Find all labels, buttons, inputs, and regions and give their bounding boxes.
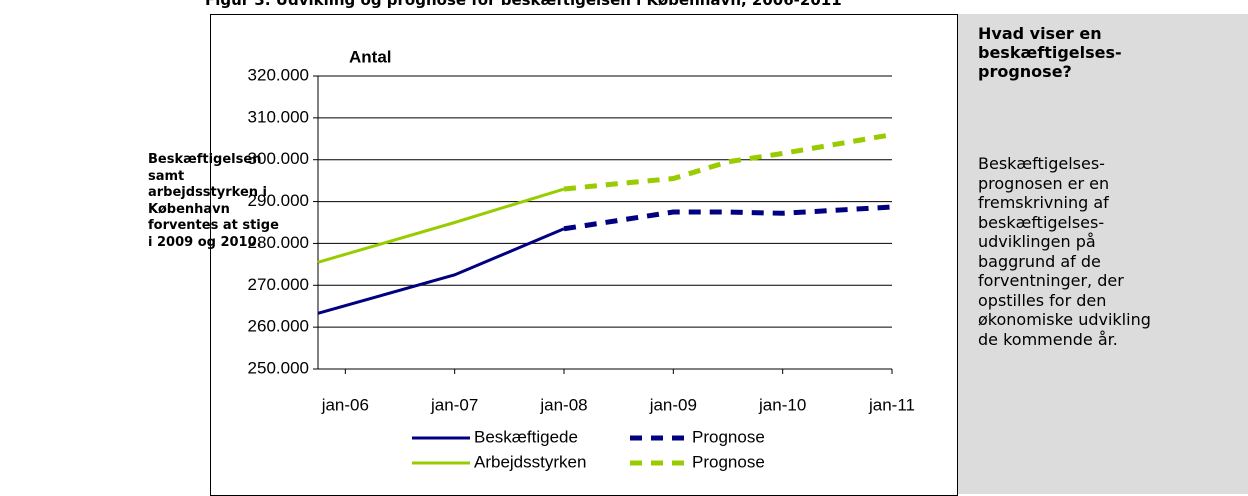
- side-note-line: arbejdsstyrken i: [148, 185, 267, 200]
- info-body-line: de kommende år.: [978, 329, 1118, 349]
- info-body-line: prognosen er en: [978, 173, 1110, 193]
- series-line: [317, 187, 565, 264]
- page: Figur 3. Udvikling og prognose for beskæ…: [148, 0, 1248, 496]
- legend-label: Prognose: [692, 427, 765, 446]
- side-note-line: forventes at stige: [148, 218, 279, 233]
- info-body: Beskæftigelses-prognosen er en fremskrivn…: [978, 154, 1151, 349]
- info-heading: Hvad viser en beskæftigelses-prognose?: [978, 24, 1122, 81]
- info-body-line: udviklingen på: [978, 232, 1096, 251]
- y-tick-label: 300.000: [248, 149, 309, 168]
- legend-label: Arbejdsstyrken: [474, 452, 586, 471]
- y-tick-label: 270.000: [248, 275, 309, 294]
- y-tick-label: 320.000: [248, 65, 309, 84]
- info-heading-line: beskæftigelses-: [978, 43, 1122, 62]
- x-tick-label: jan-07: [430, 395, 478, 414]
- figure-title: Figur 3. Udvikling og prognose for beskæ…: [205, 0, 842, 9]
- series-line: [563, 204, 893, 232]
- info-box: Hvad viser en beskæftigelses-prognose? Be…: [957, 14, 1248, 494]
- info-heading-line: prognose?: [978, 62, 1072, 81]
- side-note-line: Beskæftigelsen: [148, 152, 262, 167]
- info-body-line: økonomiske udvikling: [978, 310, 1151, 329]
- info-body-line: beskæftigelses-: [978, 212, 1105, 232]
- info-body-line: forventninger, der: [978, 271, 1124, 290]
- y-tick-label: 310.000: [248, 107, 309, 126]
- x-tick-label: jan-06: [321, 395, 369, 414]
- info-body-line: opstilles for den: [978, 290, 1107, 310]
- y-tick-label: 250.000: [248, 358, 309, 377]
- info-body-line: fremskrivning af: [978, 193, 1109, 212]
- side-note-line: i 2009 og 2010.: [148, 234, 262, 250]
- legend-label: Beskæftigede: [474, 427, 578, 446]
- info-body-line: baggrund af de: [978, 251, 1101, 271]
- side-note-line: København: [148, 201, 230, 217]
- info-body-line: Beskæftigelses-: [978, 154, 1105, 173]
- y-tick-label: 280.000: [248, 233, 309, 252]
- y-tick-label: 260.000: [248, 317, 309, 336]
- side-note: Beskæftigelsen samt arbejdsstyrken i Københ…: [148, 152, 279, 251]
- chart: Antal 250.000 260.000 270.000 280.000 290.00…: [248, 47, 915, 471]
- x-tick-label: jan-09: [649, 395, 697, 414]
- x-tick-label: jan-08: [539, 395, 587, 414]
- legend-label: Prognose: [692, 452, 765, 471]
- series-line: [563, 132, 893, 192]
- series-line: [317, 227, 565, 315]
- info-heading-line: Hvad viser en: [978, 24, 1102, 43]
- x-tick-label: jan-10: [758, 395, 806, 414]
- side-note-line: samt: [148, 168, 185, 184]
- y-axis-label: Antal: [349, 47, 392, 66]
- x-tick-label: jan-11: [868, 395, 915, 414]
- y-tick-label: 290.000: [248, 191, 309, 210]
